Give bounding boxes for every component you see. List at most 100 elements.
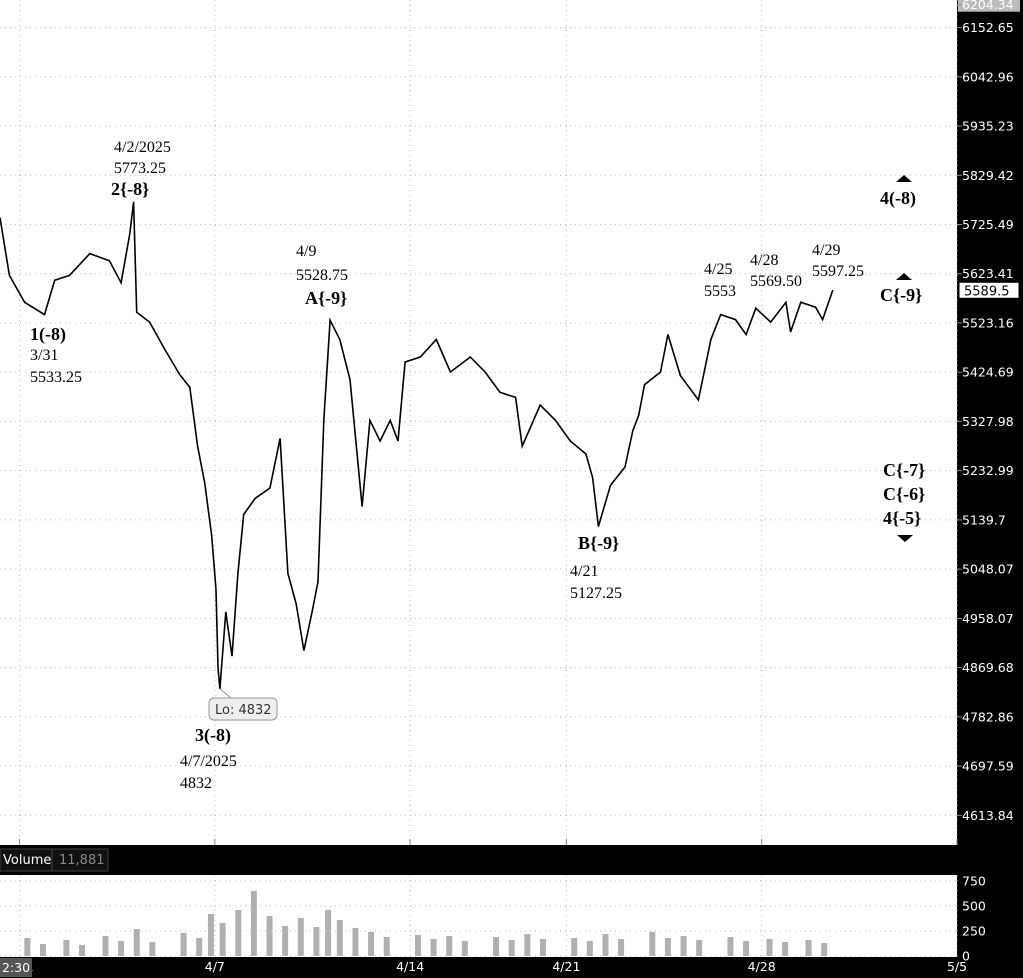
x-tick-label: 4/7 xyxy=(205,959,225,974)
volume-bar xyxy=(649,932,656,956)
x-tick-label: 4/14 xyxy=(396,959,424,974)
top-label-box xyxy=(958,0,1020,12)
low-callout: Lo: 4832 xyxy=(215,703,272,718)
annotation: 3(-8) xyxy=(195,725,231,746)
annotation: 5528.75 xyxy=(296,267,348,284)
y-tick-label: 4613.84 xyxy=(962,808,1014,823)
volume-bar xyxy=(821,943,828,956)
volume-bar xyxy=(297,918,304,956)
current-price-box xyxy=(958,281,1020,299)
y-tick-label: 5232.99 xyxy=(962,463,1014,478)
y-tick-label: 4782.86 xyxy=(962,709,1014,724)
volume-bar xyxy=(782,942,789,956)
volume-bar xyxy=(39,944,46,956)
down-triangle xyxy=(897,535,913,542)
y-tick-label: 5829.42 xyxy=(962,168,1014,183)
current-price: 5589.5 xyxy=(964,284,1010,299)
volume-bar xyxy=(79,945,86,956)
volume-bar xyxy=(118,941,125,956)
volume-bar xyxy=(336,920,343,956)
volume-bar xyxy=(696,940,703,956)
y-tick-label: 5048.07 xyxy=(962,562,1014,577)
volume-bar xyxy=(743,941,750,956)
annotation: 3/31 xyxy=(30,347,58,364)
volume-bar xyxy=(602,934,609,956)
y-tick-label: 4869.68 xyxy=(962,660,1014,675)
y-tick-label: 6042.96 xyxy=(962,69,1014,84)
volume-bar xyxy=(766,939,773,956)
y-tick-label: 6204.34 xyxy=(962,0,1014,12)
annotation: 4832 xyxy=(180,775,212,792)
y-tick-label: 5623.41 xyxy=(962,266,1014,281)
volume-label: Volume xyxy=(3,853,51,868)
time-label-box xyxy=(0,958,32,977)
price-pane xyxy=(0,0,957,845)
volume-bar xyxy=(250,891,257,956)
annotation: C{-7} xyxy=(883,460,925,480)
volume-bar xyxy=(219,923,226,956)
low-callout-box xyxy=(208,697,278,721)
y-tick-label: 4958.07 xyxy=(962,611,1014,626)
annotation: 4/2/2025 xyxy=(114,139,171,156)
volume-bar xyxy=(63,940,70,956)
annotation: A{-9} xyxy=(305,288,347,308)
annotation: 5597.25 xyxy=(812,263,864,280)
annotation: 5553 xyxy=(704,283,736,300)
volume-value-box xyxy=(51,848,109,872)
annotation: C{-9} xyxy=(880,285,922,305)
volume-bar xyxy=(586,941,593,956)
y-tick-label: 5935.23 xyxy=(962,119,1014,134)
annotation: 4/9 xyxy=(296,243,316,260)
volume-bar xyxy=(180,933,187,956)
volume-bar xyxy=(207,914,214,956)
volume-bar xyxy=(325,910,332,956)
annotation: 5569.50 xyxy=(750,273,802,290)
annotation: 1(-8) xyxy=(30,324,66,345)
volume-bar xyxy=(539,939,546,956)
volume-bar xyxy=(282,926,289,956)
volume-bar xyxy=(133,929,140,956)
volume-y-tick-label: 500 xyxy=(962,899,986,914)
volume-bar xyxy=(102,936,109,956)
annotation: C{-6} xyxy=(883,484,925,504)
annotation: 4/7/2025 xyxy=(180,753,237,770)
up-triangle xyxy=(896,175,912,182)
volume-bar xyxy=(571,938,578,956)
y-tick-label: 5139.7 xyxy=(962,512,1006,527)
volume-bar xyxy=(352,928,359,956)
volume-current: 11,881 xyxy=(59,853,105,868)
volume-bar xyxy=(493,937,500,956)
volume-bar xyxy=(368,932,375,956)
volume-bar xyxy=(618,939,625,956)
y-tick-label: 5327.98 xyxy=(962,414,1014,429)
volume-bar xyxy=(664,938,671,956)
volume-bar xyxy=(149,942,156,956)
volume-bar xyxy=(461,941,468,956)
annotation: 4/29 xyxy=(812,242,840,259)
right-axis-panel xyxy=(957,0,1023,978)
volume-bar xyxy=(524,934,531,956)
annotation: 5127.25 xyxy=(570,585,622,602)
x-tick-label: 5/5 xyxy=(947,959,967,974)
annotation: 4{-5} xyxy=(883,508,921,528)
volume-bar xyxy=(805,940,812,956)
volume-pane xyxy=(0,875,957,957)
time-label: 2:30 xyxy=(2,960,30,975)
y-tick-label: 4697.59 xyxy=(962,759,1014,774)
volume-header xyxy=(0,845,957,875)
annotation: 4/28 xyxy=(750,252,778,269)
volume-bar xyxy=(235,910,242,956)
volume-y-tick-label: 0 xyxy=(962,949,970,964)
volume-bar xyxy=(24,938,31,956)
price-line xyxy=(0,201,834,689)
volume-bar xyxy=(383,937,390,956)
volume-bar xyxy=(414,935,421,956)
annotation: 2{-8} xyxy=(111,179,149,199)
up-triangle xyxy=(896,273,912,280)
volume-bar xyxy=(313,927,320,956)
callout-pointer xyxy=(219,688,233,700)
volume-bar xyxy=(727,937,734,956)
y-tick-label: 5523.16 xyxy=(962,315,1014,330)
annotation: 5533.25 xyxy=(30,369,82,386)
volume-bar xyxy=(196,938,203,956)
